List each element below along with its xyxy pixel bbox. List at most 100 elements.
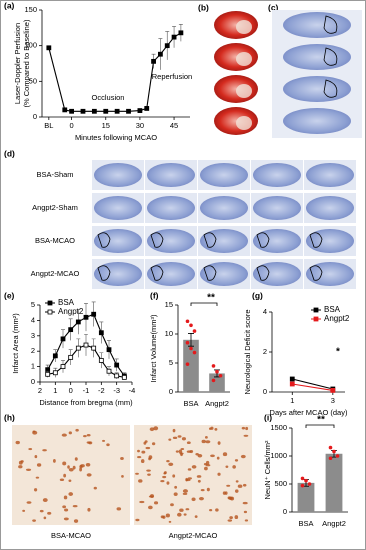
y-axis-title: Infarct Area (mm²) xyxy=(11,313,20,374)
x-axis-title: Days after MCAO (day) xyxy=(270,408,348,417)
marker xyxy=(91,311,97,317)
image-label: BSA-MCAO xyxy=(51,531,91,540)
cell xyxy=(32,430,36,433)
cell xyxy=(42,449,47,452)
cell xyxy=(235,480,239,483)
infarct-outline xyxy=(97,232,111,248)
y-tick-label: 0 xyxy=(169,387,173,396)
y-axis-title: (% Compared to Baseline) xyxy=(22,19,31,107)
cell xyxy=(62,505,67,509)
cell xyxy=(170,503,174,507)
cell xyxy=(34,454,38,459)
cell xyxy=(179,508,184,512)
brain-slice xyxy=(306,262,354,286)
y-tick-label: 0 xyxy=(33,112,37,121)
photo-bg xyxy=(134,425,252,525)
cell xyxy=(18,460,23,465)
data-point xyxy=(192,329,197,333)
row-label: BSA-MCAO xyxy=(35,236,75,245)
marker xyxy=(69,108,74,114)
cell xyxy=(116,507,122,511)
data-point xyxy=(332,449,336,454)
cell xyxy=(22,509,26,512)
brain-slice xyxy=(147,229,195,253)
cell xyxy=(166,459,170,463)
cell xyxy=(137,449,140,453)
cell xyxy=(179,452,184,455)
marker xyxy=(114,373,120,379)
row-label: Angpt2-MCAO xyxy=(31,269,80,278)
y-tick-label: 3 xyxy=(31,331,35,340)
cell xyxy=(166,481,170,485)
cell xyxy=(186,441,191,445)
cell xyxy=(64,508,69,512)
cell xyxy=(187,477,192,480)
data-point xyxy=(328,445,333,450)
data-point xyxy=(218,373,223,378)
data-point xyxy=(192,350,197,355)
cell xyxy=(74,457,78,461)
y-tick-label: 0 xyxy=(263,387,267,396)
brain-slice xyxy=(306,196,354,220)
cell xyxy=(185,477,188,482)
data-point xyxy=(215,369,219,374)
brain-slice xyxy=(283,76,351,102)
cell xyxy=(145,446,151,450)
marker xyxy=(289,376,295,382)
marker xyxy=(157,51,163,57)
cell xyxy=(182,492,188,495)
cell xyxy=(234,515,239,520)
brain-slice xyxy=(200,196,248,220)
cell xyxy=(204,466,208,471)
y-tick-label: 5 xyxy=(169,358,173,367)
cell xyxy=(149,494,155,499)
x-tick-label: Angpt2 xyxy=(205,399,229,408)
cell xyxy=(33,488,38,492)
y-tick-label: 2 xyxy=(263,347,267,356)
cell xyxy=(241,426,246,430)
data-point xyxy=(328,456,333,461)
cell xyxy=(141,450,146,454)
legend-label: Angpt2 xyxy=(58,307,84,316)
panel-label: (d) xyxy=(4,148,15,158)
cell xyxy=(172,428,176,433)
marker xyxy=(126,108,131,114)
cell xyxy=(68,479,72,482)
brain-slice xyxy=(147,163,195,187)
marker xyxy=(98,358,104,363)
x-tick-label: 0 xyxy=(70,121,74,130)
cell xyxy=(234,459,239,462)
y-tick-label: 50 xyxy=(29,76,37,85)
annotation: ** xyxy=(317,415,325,426)
x-tick-label: 2 xyxy=(38,386,42,395)
infarct-outline xyxy=(150,265,164,281)
marker xyxy=(121,374,127,380)
marker xyxy=(137,108,143,113)
x-tick-label: BSA xyxy=(183,399,198,408)
cell xyxy=(138,479,143,483)
cell xyxy=(242,483,247,487)
marker xyxy=(75,319,81,325)
y-axis-title: Infarct Volume(mm³) xyxy=(149,314,158,382)
legend-marker xyxy=(313,316,319,322)
legend-marker xyxy=(47,300,53,306)
cell xyxy=(32,519,36,522)
cell xyxy=(154,501,159,505)
marker xyxy=(83,342,89,348)
x-tick-label: 0 xyxy=(69,386,73,395)
cell xyxy=(140,459,145,464)
marker xyxy=(103,108,109,114)
data-point xyxy=(185,362,190,366)
cell xyxy=(228,496,233,500)
cell xyxy=(209,509,213,512)
cell xyxy=(187,468,192,471)
y-tick-label: 5 xyxy=(31,300,35,309)
cell xyxy=(205,460,210,465)
data-point xyxy=(307,482,312,486)
infarct xyxy=(236,84,252,98)
cell xyxy=(18,465,23,469)
brain-slice xyxy=(253,262,301,286)
legend-marker xyxy=(47,309,53,315)
marker xyxy=(91,345,97,351)
